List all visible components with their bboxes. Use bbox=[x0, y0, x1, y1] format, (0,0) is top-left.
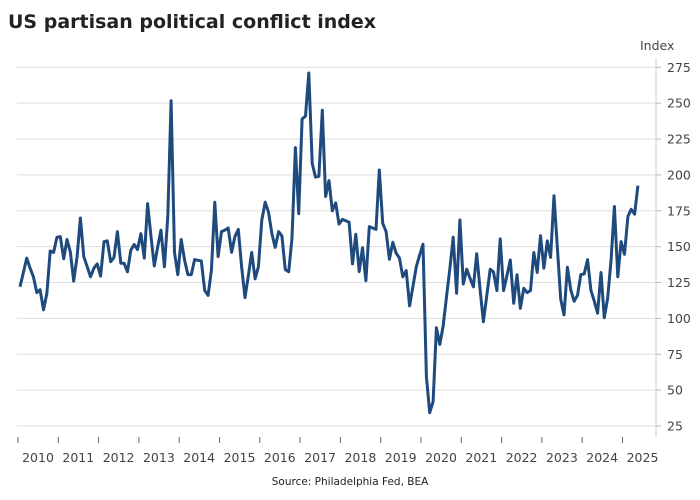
x-tick-label: 2015 bbox=[224, 450, 256, 465]
y-tick-label: 250 bbox=[667, 96, 691, 111]
y-tick-label: 125 bbox=[667, 275, 691, 290]
x-tick-label: 2017 bbox=[304, 450, 336, 465]
y-tick-label: 50 bbox=[667, 383, 683, 398]
y-tick-label: 75 bbox=[667, 347, 683, 362]
y-tick-label: 200 bbox=[667, 167, 691, 182]
y-tick-label: 175 bbox=[667, 203, 691, 218]
y-tick-label: 100 bbox=[667, 311, 691, 326]
x-tick-label: 2010 bbox=[22, 450, 54, 465]
x-tick-label: 2021 bbox=[465, 450, 497, 465]
x-tick-label: 2020 bbox=[425, 450, 457, 465]
y-tick-label: 275 bbox=[667, 60, 691, 75]
y-tick-label: 225 bbox=[667, 132, 691, 147]
x-tick-label: 2025 bbox=[627, 450, 659, 465]
x-tick-label: 2012 bbox=[103, 450, 135, 465]
y-tick-label: 25 bbox=[667, 419, 683, 434]
source-note: Source: Philadelphia Fed, BEA bbox=[272, 476, 429, 488]
x-tick-label: 2013 bbox=[143, 450, 175, 465]
x-axis-ticks: 2010 2011 2012 2013 2014 2015 2016 2017 2018 2019… bbox=[17, 437, 659, 465]
x-tick-label: 2024 bbox=[586, 450, 618, 465]
gridlines bbox=[17, 66, 656, 427]
x-tick-label: 2022 bbox=[506, 450, 538, 465]
y-axis-label: Index bbox=[640, 38, 674, 53]
x-tick-label: 2018 bbox=[344, 450, 376, 465]
x-tick-label: 2014 bbox=[183, 450, 215, 465]
x-tick-label: 2019 bbox=[385, 450, 417, 465]
x-tick-label: 2011 bbox=[62, 450, 94, 465]
y-tick-label: 150 bbox=[667, 239, 691, 254]
y-axis-ticks: 25 50 75 100 125 150 175 200 225 250 275 bbox=[656, 60, 691, 434]
x-tick-label: 2023 bbox=[546, 450, 578, 465]
x-tick-label: 2016 bbox=[264, 450, 296, 465]
series-line bbox=[18, 71, 640, 415]
chart-title: US partisan political conflict index bbox=[8, 11, 376, 33]
